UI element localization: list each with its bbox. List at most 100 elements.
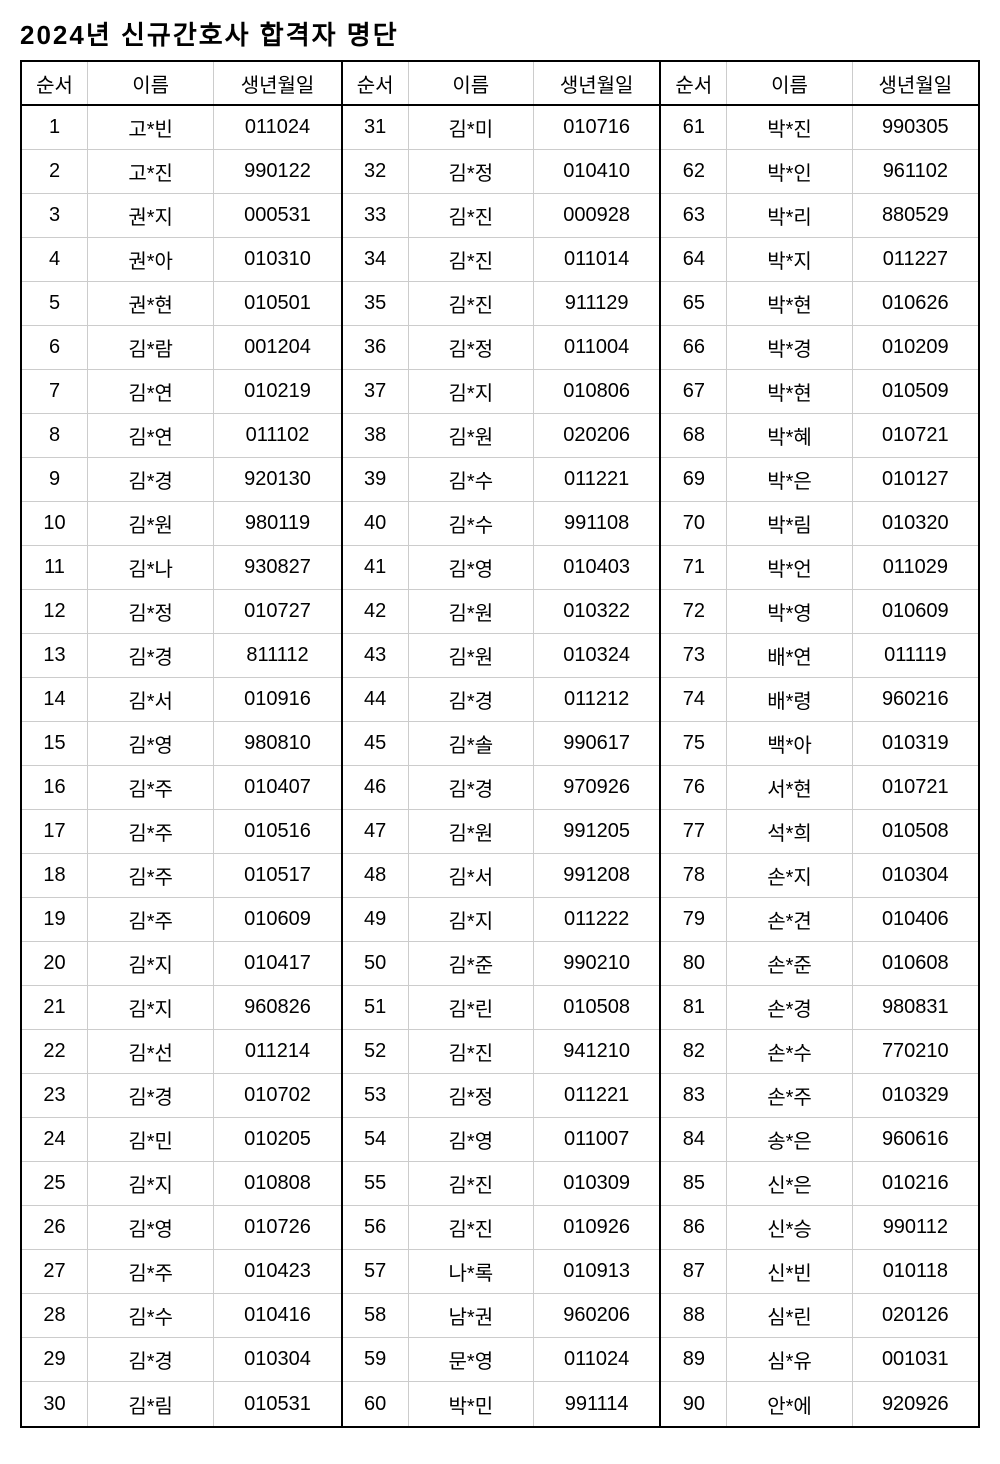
cell-seq: 52 [343, 1030, 409, 1073]
table-column: 순서이름생년월일61박*진99030562박*인96110263박*리88052… [659, 62, 978, 1426]
table-row: 44김*경011212 [343, 678, 660, 722]
cell-seq: 78 [661, 854, 727, 897]
cell-dob: 010407 [214, 766, 340, 809]
cell-seq: 80 [661, 942, 727, 985]
cell-name: 박*림 [727, 502, 852, 545]
cell-dob: 010219 [214, 370, 340, 413]
cell-seq: 65 [661, 282, 727, 325]
cell-name: 권*현 [88, 282, 214, 325]
table-row: 18김*주010517 [22, 854, 341, 898]
table-header-row: 순서이름생년월일 [22, 62, 341, 106]
cell-name: 김*원 [409, 634, 534, 677]
cell-name: 김*원 [88, 502, 214, 545]
cell-seq: 13 [22, 634, 88, 677]
cell-seq: 2 [22, 150, 88, 193]
cell-name: 김*선 [88, 1030, 214, 1073]
cell-name: 김*솔 [409, 722, 534, 765]
cell-seq: 32 [343, 150, 409, 193]
cell-seq: 3 [22, 194, 88, 237]
table-row: 28김*수010416 [22, 1294, 341, 1338]
cell-dob: 010702 [214, 1074, 340, 1117]
cell-dob: 011007 [534, 1118, 659, 1161]
cell-name: 손*견 [727, 898, 852, 941]
cell-dob: 010310 [214, 238, 340, 281]
header-cell-dob: 생년월일 [853, 62, 978, 104]
cell-name: 김*수 [409, 502, 534, 545]
cell-dob: 000928 [534, 194, 659, 237]
table-row: 87신*빈010118 [661, 1250, 978, 1294]
cell-name: 권*아 [88, 238, 214, 281]
cell-name: 김*림 [88, 1382, 214, 1426]
cell-name: 고*빈 [88, 106, 214, 149]
cell-dob: 020206 [534, 414, 659, 457]
cell-seq: 56 [343, 1206, 409, 1249]
cell-dob: 770210 [853, 1030, 978, 1073]
cell-name: 고*진 [88, 150, 214, 193]
cell-dob: 001204 [214, 326, 340, 369]
cell-seq: 53 [343, 1074, 409, 1117]
table-row: 12김*정010727 [22, 590, 341, 634]
table-row: 11김*나930827 [22, 546, 341, 590]
cell-name: 김*람 [88, 326, 214, 369]
header-cell-dob: 생년월일 [214, 62, 340, 104]
cell-dob: 911129 [534, 282, 659, 325]
cell-name: 배*령 [727, 678, 852, 721]
table-row: 33김*진000928 [343, 194, 660, 238]
table-row: 88심*린020126 [661, 1294, 978, 1338]
cell-dob: 010609 [853, 590, 978, 633]
cell-dob: 010329 [853, 1074, 978, 1117]
cell-name: 박*현 [727, 282, 852, 325]
cell-seq: 12 [22, 590, 88, 633]
cell-dob: 020126 [853, 1294, 978, 1337]
cell-seq: 55 [343, 1162, 409, 1205]
table-row: 35김*진911129 [343, 282, 660, 326]
cell-seq: 67 [661, 370, 727, 413]
table-row: 62박*인961102 [661, 150, 978, 194]
cell-dob: 010626 [853, 282, 978, 325]
table-row: 7김*연010219 [22, 370, 341, 414]
table-row: 82손*수770210 [661, 1030, 978, 1074]
cell-name: 백*아 [727, 722, 852, 765]
table-row: 6김*람001204 [22, 326, 341, 370]
cell-seq: 86 [661, 1206, 727, 1249]
cell-name: 김*서 [88, 678, 214, 721]
cell-dob: 010324 [534, 634, 659, 677]
cell-seq: 59 [343, 1338, 409, 1381]
cell-dob: 011024 [214, 106, 340, 149]
table-row: 79손*견010406 [661, 898, 978, 942]
cell-name: 나*록 [409, 1250, 534, 1293]
cell-name: 신*빈 [727, 1250, 852, 1293]
cell-dob: 011004 [534, 326, 659, 369]
cell-dob: 011119 [853, 634, 978, 677]
cell-seq: 82 [661, 1030, 727, 1073]
cell-seq: 33 [343, 194, 409, 237]
cell-name: 김*경 [409, 766, 534, 809]
cell-seq: 15 [22, 722, 88, 765]
cell-name: 김*원 [409, 590, 534, 633]
cell-dob: 010806 [534, 370, 659, 413]
table-row: 54김*영011007 [343, 1118, 660, 1162]
table-column: 순서이름생년월일31김*미01071632김*정01041033김*진00092… [341, 62, 660, 1426]
cell-dob: 010913 [534, 1250, 659, 1293]
cell-seq: 45 [343, 722, 409, 765]
cell-seq: 21 [22, 986, 88, 1029]
cell-dob: 010516 [214, 810, 340, 853]
cell-name: 박*혜 [727, 414, 852, 457]
cell-seq: 24 [22, 1118, 88, 1161]
cell-name: 손*경 [727, 986, 852, 1029]
table-row: 86신*승990112 [661, 1206, 978, 1250]
cell-seq: 30 [22, 1382, 88, 1426]
cell-seq: 31 [343, 106, 409, 149]
cell-dob: 990122 [214, 150, 340, 193]
cell-name: 김*진 [409, 1162, 534, 1205]
table-row: 23김*경010702 [22, 1074, 341, 1118]
table-header-row: 순서이름생년월일 [661, 62, 978, 106]
cell-name: 신*은 [727, 1162, 852, 1205]
cell-dob: 001031 [853, 1338, 978, 1381]
cell-name: 손*수 [727, 1030, 852, 1073]
table-row: 9김*경920130 [22, 458, 341, 502]
cell-dob: 991208 [534, 854, 659, 897]
cell-seq: 39 [343, 458, 409, 501]
table-row: 15김*영980810 [22, 722, 341, 766]
table-header-row: 순서이름생년월일 [343, 62, 660, 106]
